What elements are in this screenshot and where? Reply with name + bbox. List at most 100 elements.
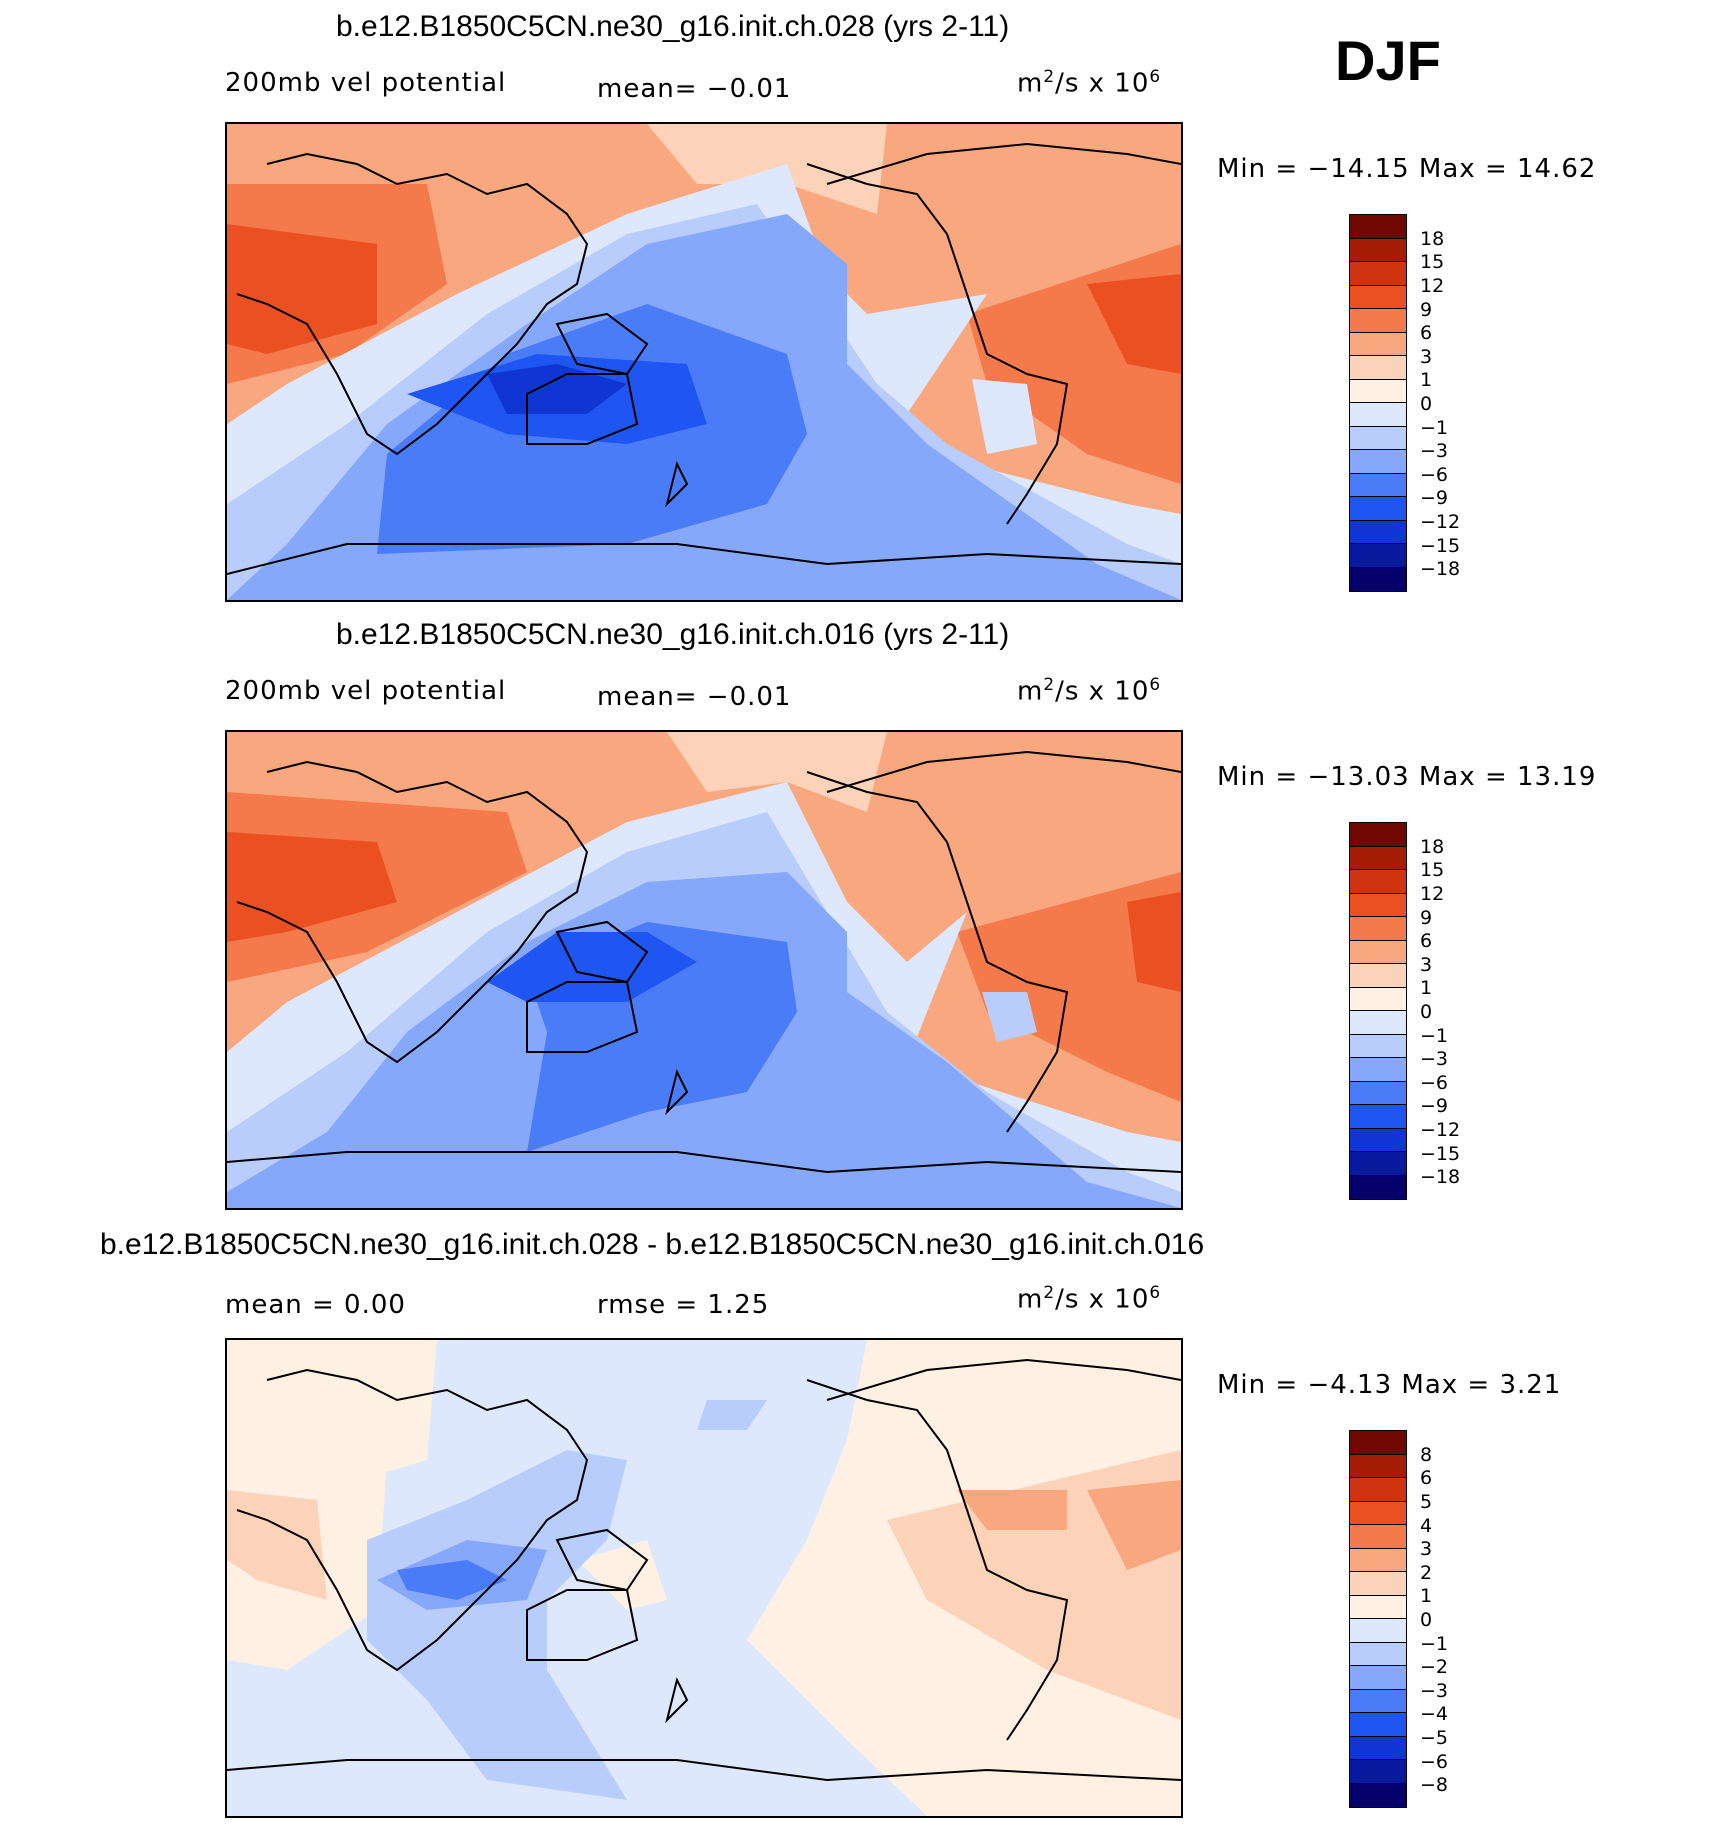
colorbar-swatch — [1350, 215, 1406, 239]
panel1-level-label: 0 — [1420, 393, 1433, 415]
colorbar-swatch — [1350, 1152, 1406, 1176]
units-base: m — [1017, 676, 1044, 707]
panel3-level-label: −6 — [1420, 1751, 1449, 1773]
units-sup: 2 — [1043, 1282, 1056, 1302]
colorbar-swatch — [1350, 1713, 1406, 1737]
units-base: m — [1017, 68, 1044, 99]
panel3-title: b.e12.B1850C5CN.ne30_g16.init.ch.028 - b… — [100, 1228, 1205, 1261]
units-exp: 6 — [1149, 674, 1162, 694]
colorbar-swatch — [1350, 1175, 1406, 1199]
colorbar-swatch — [1350, 379, 1406, 403]
colorbar-swatch — [1350, 309, 1406, 333]
panel2-level-label: 6 — [1420, 930, 1433, 952]
panel2-units: m2/s x 106 — [1017, 674, 1161, 707]
panel2-level-label: 9 — [1420, 907, 1433, 929]
panel3-level-label: 0 — [1420, 1609, 1433, 1631]
colorbar-swatch — [1350, 1058, 1406, 1082]
colorbar-swatch — [1350, 1548, 1406, 1572]
panel1-level-label: −18 — [1420, 558, 1461, 580]
panel1-level-label: −15 — [1420, 535, 1461, 557]
colorbar-swatch — [1350, 1783, 1406, 1807]
panel2-colorbar — [1349, 822, 1407, 1200]
colorbar-swatch — [1350, 285, 1406, 309]
colorbar-swatch — [1350, 917, 1406, 941]
panel1-title: b.e12.B1850C5CN.ne30_g16.init.ch.028 (yr… — [336, 10, 1010, 43]
panel3-level-label: 8 — [1420, 1444, 1433, 1466]
colorbar-swatch — [1350, 1454, 1406, 1478]
colorbar-swatch — [1350, 1619, 1406, 1643]
colorbar-swatch — [1350, 1642, 1406, 1666]
colorbar-swatch — [1350, 567, 1406, 591]
colorbar-swatch — [1350, 1501, 1406, 1525]
panel2-level-label: 0 — [1420, 1001, 1433, 1023]
colorbar-swatch — [1350, 1128, 1406, 1152]
colorbar-swatch — [1350, 1595, 1406, 1619]
panel2-minmax: Min = −13.03 Max = 13.19 — [1217, 762, 1597, 792]
panel3-contour-field — [227, 1340, 1181, 1816]
colorbar-swatch — [1350, 473, 1406, 497]
panel1-colorbar — [1349, 214, 1407, 592]
colorbar-swatch — [1350, 544, 1406, 568]
units-exp: 6 — [1149, 66, 1162, 86]
panel2-level-label: 12 — [1420, 883, 1445, 905]
colorbar-swatch — [1350, 1525, 1406, 1549]
panel2-level-label: −15 — [1420, 1143, 1461, 1165]
panel1-level-label: 12 — [1420, 275, 1445, 297]
panel3-level-label: 6 — [1420, 1467, 1433, 1489]
panel1-level-label: −6 — [1420, 464, 1449, 486]
colorbar-swatch — [1350, 1572, 1406, 1596]
colorbar-swatch — [1350, 403, 1406, 427]
panel2-level-label: −9 — [1420, 1095, 1449, 1117]
panel1-units: m2/s x 106 — [1017, 66, 1161, 99]
panel3-level-label: 1 — [1420, 1585, 1433, 1607]
colorbar-swatch — [1350, 1081, 1406, 1105]
colorbar-swatch — [1350, 450, 1406, 474]
colorbar-swatch — [1350, 893, 1406, 917]
panel1-minmax: Min = −14.15 Max = 14.62 — [1217, 154, 1597, 184]
panel3-level-label: 3 — [1420, 1538, 1433, 1560]
colorbar-swatch — [1350, 262, 1406, 286]
colorbar-swatch — [1350, 1105, 1406, 1129]
panel3-level-label: −4 — [1420, 1703, 1449, 1725]
panel2-colorbar-labels: 18 15 12 9 6 3 1 0 −1 −3 −6 −9 −12 −15 −… — [1420, 822, 1520, 1200]
colorbar-swatch — [1350, 1760, 1406, 1784]
colorbar-swatch — [1350, 520, 1406, 544]
panel1-level-label: −1 — [1420, 417, 1449, 439]
colorbar-swatch — [1350, 332, 1406, 356]
panel3-colorbar-labels: 8 6 5 4 3 2 1 0 −1 −2 −3 −4 −5 −6 −8 — [1420, 1430, 1520, 1808]
panel1-level-label: −3 — [1420, 440, 1449, 462]
units-sup: 2 — [1043, 674, 1056, 694]
panel2-level-label: 15 — [1420, 859, 1445, 881]
colorbar-swatch — [1350, 356, 1406, 380]
panel1-variable-label: 200mb vel potential — [225, 68, 507, 98]
colorbar-swatch — [1350, 823, 1406, 847]
panel2-title: b.e12.B1850C5CN.ne30_g16.init.ch.016 (yr… — [336, 618, 1010, 651]
panel2-variable-label: 200mb vel potential — [225, 676, 507, 706]
panel1-level-label: −12 — [1420, 511, 1461, 533]
panel1-level-label: 6 — [1420, 322, 1433, 344]
season-label: DJF — [1335, 29, 1441, 92]
panel3-map — [225, 1338, 1183, 1818]
panel1-level-label: 9 — [1420, 299, 1433, 321]
panel2-level-label: −3 — [1420, 1048, 1449, 1070]
panel3-level-label: 2 — [1420, 1562, 1433, 1584]
panel3-level-label: 5 — [1420, 1491, 1433, 1513]
colorbar-swatch — [1350, 987, 1406, 1011]
panel2-contour-field — [227, 732, 1181, 1208]
panel3-level-label: −2 — [1420, 1656, 1449, 1678]
panel1-mean-label: mean= −0.01 — [597, 74, 792, 104]
panel2-level-label: −18 — [1420, 1166, 1461, 1188]
panel3-level-label: 4 — [1420, 1515, 1433, 1537]
units-rest: /s x 10 — [1055, 68, 1150, 99]
panel1-level-label: 18 — [1420, 228, 1445, 250]
panel2-mean-label: mean= −0.01 — [597, 682, 792, 712]
panel1-level-label: −9 — [1420, 487, 1449, 509]
units-rest: /s x 10 — [1055, 676, 1150, 707]
panel2-map — [225, 730, 1183, 1210]
panel2-level-label: −6 — [1420, 1072, 1449, 1094]
colorbar-swatch — [1350, 1431, 1406, 1455]
panel3-level-label: −3 — [1420, 1680, 1449, 1702]
panel3-minmax: Min = −4.13 Max = 3.21 — [1217, 1370, 1562, 1400]
panel1-map — [225, 122, 1183, 602]
panel1-level-label: 1 — [1420, 369, 1433, 391]
